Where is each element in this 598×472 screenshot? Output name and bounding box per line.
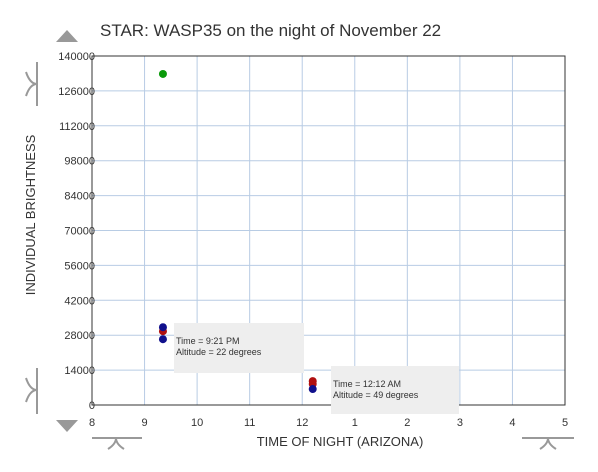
data-point	[308, 385, 317, 394]
x-tick-label: 10	[191, 417, 203, 429]
y-axis-label: INDIVIDUAL BRIGHTNESS	[23, 134, 38, 295]
scroll-down-button[interactable]	[56, 420, 78, 432]
y-slider-top[interactable]	[25, 62, 38, 106]
x-tick-label: 1	[352, 417, 358, 429]
x-tick-label: 3	[457, 417, 463, 429]
y-tick-label: 42000	[64, 295, 95, 307]
x-tick-label: 4	[509, 417, 515, 429]
x-tick-label: 8	[89, 417, 95, 429]
x-tick-label: 2	[404, 417, 410, 429]
tooltip	[331, 366, 459, 414]
y-tick-label: 0	[89, 400, 95, 412]
y-tick-label: 56000	[64, 260, 95, 272]
x-tick-label: 12	[296, 417, 308, 429]
y-tick-label: 98000	[64, 156, 95, 168]
x-tick-label: 5	[562, 417, 568, 429]
x-tick-label: 9	[141, 417, 147, 429]
data-point	[158, 323, 167, 332]
plot-border	[91, 55, 566, 406]
tooltip-text: Time = 12:12 AM	[333, 379, 401, 389]
scroll-up-button[interactable]	[56, 30, 78, 42]
data-point	[158, 335, 167, 344]
y-tick-label: 84000	[64, 191, 95, 203]
y-tick-label: 126000	[58, 86, 95, 98]
x-axis-label: TIME OF NIGHT (ARIZONA)	[257, 434, 424, 449]
chart-title: STAR: WASP35 on the night of November 22	[100, 21, 441, 40]
y-tick-label: 70000	[64, 226, 95, 238]
tooltip-text: Altitude = 22 degrees	[176, 347, 262, 357]
y-tick-label: 140000	[58, 51, 95, 63]
y-tick-label: 28000	[64, 330, 95, 342]
tooltip-text: Altitude = 49 degrees	[333, 390, 419, 400]
y-tick-label: 14000	[64, 365, 95, 377]
y-tick-label: 112000	[59, 121, 95, 133]
tooltip-text: Time = 9:21 PM	[176, 336, 239, 346]
x-tick-label: 11	[244, 417, 255, 429]
x-slider-left[interactable]	[92, 437, 142, 450]
x-slider-right[interactable]	[522, 437, 574, 450]
y-slider-bottom[interactable]	[25, 368, 38, 414]
data-point	[158, 69, 167, 78]
tooltip	[174, 323, 304, 373]
